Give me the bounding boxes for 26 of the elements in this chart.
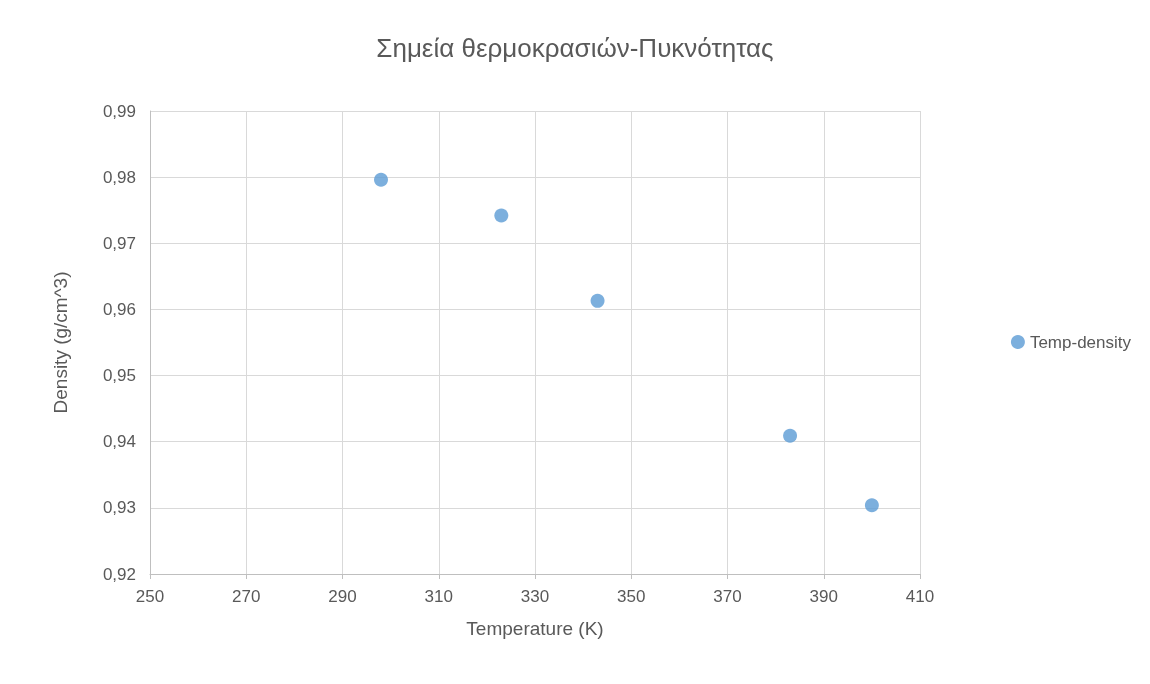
x-tick-label: 410 — [905, 587, 935, 606]
point — [783, 428, 798, 443]
y-tick-label: 0,93 — [102, 498, 136, 518]
x-tick-label: 350 — [617, 587, 646, 606]
y-tick-label: 0,98 — [102, 167, 136, 187]
x-tick-label: 270 — [232, 587, 261, 606]
y-tick-label: 0,99 — [102, 101, 136, 121]
point — [494, 208, 509, 223]
x-axis-title: Temperature (K) — [466, 618, 604, 639]
x-tick-label: 390 — [809, 587, 838, 606]
point — [374, 172, 388, 187]
y-tick-label: 0,94 — [102, 432, 136, 452]
y-axis-title: Density (g/cm^3) — [50, 271, 71, 414]
x-tick-label: 370 — [713, 587, 742, 606]
y-tick-label: 0,92 — [102, 564, 136, 584]
y-tick-label: 0,95 — [102, 366, 136, 386]
x-tick-label: 250 — [135, 587, 165, 606]
point — [864, 498, 879, 513]
x-tick-label: 310 — [424, 587, 453, 606]
legend-label: Temp-density — [1029, 332, 1132, 352]
y-tick-label: 0,96 — [102, 299, 136, 319]
x-tick-label: 330 — [520, 587, 550, 606]
y-tick-label: 0,97 — [102, 233, 136, 253]
x-tick-label: 290 — [328, 587, 357, 606]
point — [590, 293, 605, 308]
chart-title: Σημεία θερμοκρασιών-Πυκνότητας — [376, 33, 774, 63]
